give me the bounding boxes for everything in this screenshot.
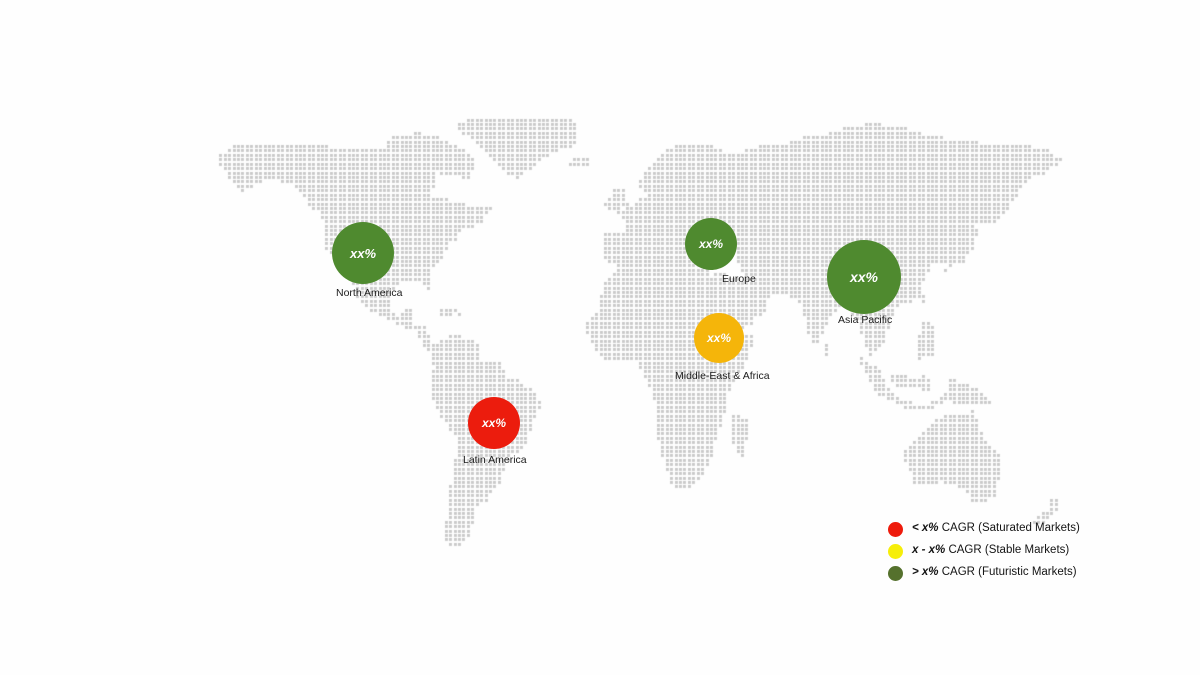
legend-desc-futuristic: CAGR (Futuristic Markets) (938, 566, 1077, 579)
region-value: xx% (698, 237, 724, 251)
region-label-europe: Europe (722, 273, 756, 285)
legend-dot-stable (888, 543, 903, 559)
legend-range-futuristic: > x% (912, 566, 939, 579)
region-bubble-europe[interactable]: xx% (685, 218, 737, 270)
region-label-north-america: North America (336, 287, 403, 299)
legend-desc-saturated: CAGR (Saturated Markets) (938, 522, 1080, 535)
legend-item-futuristic[interactable]: > x% CAGR (Futuristic Markets) (888, 562, 1188, 584)
legend-item-stable[interactable]: x - x% CAGR (Stable Markets) (888, 540, 1188, 562)
legend-range-stable: x - x% (912, 544, 946, 557)
legend-range-saturated: < x% (912, 522, 939, 535)
legend-label-futuristic: > x% CAGR (Futuristic Markets) (912, 567, 1077, 579)
region-value: xx% (349, 245, 377, 261)
legend-dot-saturated (888, 521, 903, 537)
legend: < x% CAGR (Saturated Markets) x - x% CAGR… (888, 518, 1188, 584)
region-label-latin-america: Latin America (463, 454, 527, 466)
region-bubble-asia-pacific[interactable]: xx% (827, 240, 901, 314)
legend-desc-stable: CAGR (Stable Markets) (945, 544, 1070, 557)
region-bubble-north-america[interactable]: xx% (332, 222, 394, 284)
region-label-middle-east-africa: Middle-East & Africa (675, 370, 770, 382)
legend-item-saturated[interactable]: < x% CAGR (Saturated Markets) (888, 518, 1188, 540)
region-label-asia-pacific: Asia Pacific (838, 314, 893, 326)
legend-dot-futuristic (888, 565, 903, 581)
region-value: xx% (849, 269, 879, 285)
legend-label-saturated: < x% CAGR (Saturated Markets) (912, 523, 1080, 535)
legend-label-stable: x - x% CAGR (Stable Markets) (912, 545, 1069, 557)
region-bubble-latin-america[interactable]: xx% (468, 397, 520, 449)
region-bubble-middle-east-africa[interactable]: xx% (694, 313, 744, 363)
region-value: xx% (706, 331, 732, 345)
region-value: xx% (481, 416, 507, 430)
